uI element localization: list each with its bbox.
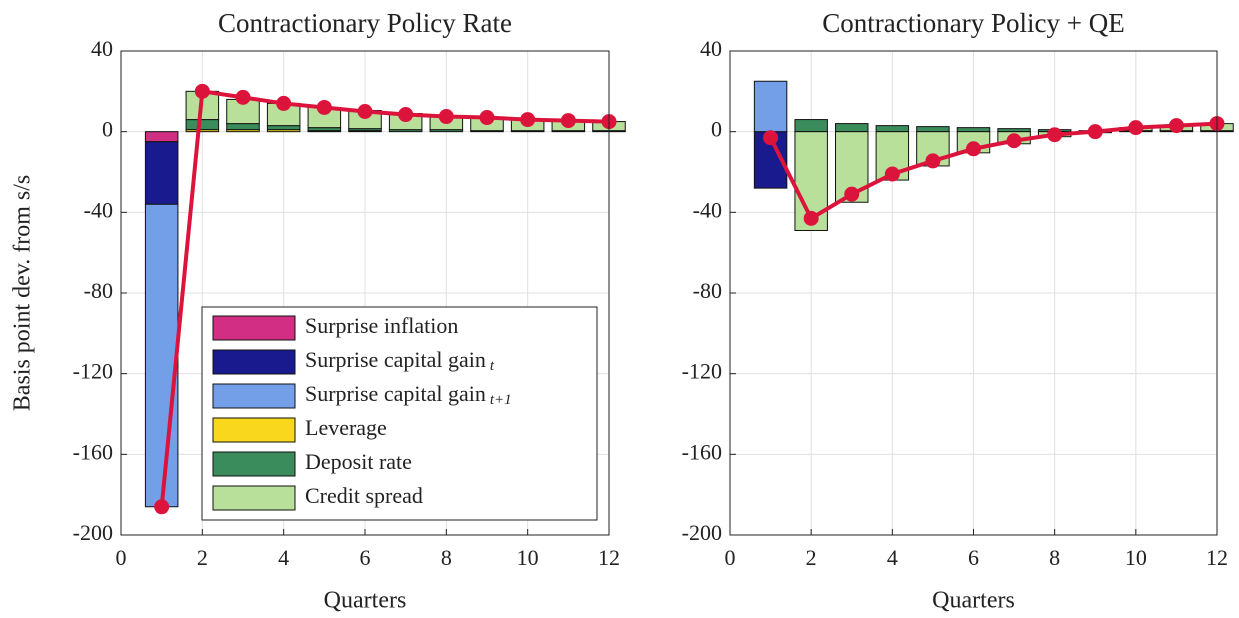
- x-tick-label: 4: [278, 545, 289, 570]
- y-tick-label: -80: [693, 278, 722, 303]
- total-marker: [235, 89, 251, 105]
- legend-label: Surprise capital gain t: [305, 347, 495, 374]
- y-tick-label: -200: [682, 520, 722, 545]
- bar-segment: [916, 126, 950, 133]
- y-tick-label: -160: [682, 439, 722, 464]
- total-marker: [560, 113, 576, 129]
- chart-title: Contractionary Policy Rate: [218, 8, 512, 38]
- legend-swatch: [212, 383, 296, 409]
- x-tick-label: 6: [360, 545, 371, 570]
- total-marker: [357, 104, 373, 119]
- x-tick-label: 4: [887, 545, 898, 570]
- y-tick-label: -40: [84, 197, 113, 222]
- y-tick-label: -40: [693, 197, 722, 222]
- y-tick-label: -160: [73, 439, 113, 464]
- y-tick-label: 40: [700, 36, 722, 61]
- y-tick-label: 0: [711, 117, 722, 142]
- x-tick-label: 8: [1049, 545, 1060, 570]
- legend-subscript: t: [490, 358, 495, 374]
- total-marker: [1006, 133, 1022, 149]
- total-marker: [763, 130, 779, 146]
- total-marker: [316, 99, 332, 115]
- y-tick-label: -120: [73, 359, 113, 384]
- x-tick-label: 2: [197, 545, 208, 570]
- total-marker: [438, 109, 454, 125]
- legend-box: [201, 306, 598, 521]
- legend-name: Deposit rate: [305, 449, 412, 474]
- legend-swatch: [212, 315, 296, 341]
- legend-label: Deposit rate: [305, 449, 412, 474]
- bar-segment: [144, 131, 179, 143]
- y-tick-label: 0: [102, 117, 113, 142]
- legend-swatch: [212, 417, 296, 443]
- legend-name: Surprise capital gain: [305, 381, 486, 406]
- bar-segment: [956, 127, 991, 133]
- bar-segment: [185, 119, 220, 131]
- bar-segment: [794, 119, 828, 133]
- bar-segment: [226, 123, 260, 131]
- y-tick-label: -200: [73, 520, 113, 545]
- legend-subscript: t+1: [490, 392, 512, 408]
- total-marker: [1168, 118, 1184, 134]
- total-marker: [925, 153, 941, 169]
- x-axis-label: Quarters: [324, 588, 407, 614]
- x-tick-label: 10: [1125, 545, 1147, 570]
- x-tick-label: 12: [598, 545, 620, 570]
- total-marker: [154, 499, 170, 515]
- plot-frame: [120, 50, 610, 536]
- bar-segment: [875, 125, 910, 133]
- total-marker: [1047, 127, 1063, 143]
- y-tick-label: 40: [91, 36, 113, 61]
- legend-swatch: [212, 485, 296, 511]
- legend-name: Credit spread: [305, 483, 423, 508]
- legend-label: Leverage: [305, 415, 387, 440]
- legend-label: Credit spread: [305, 483, 423, 508]
- x-tick-label: 8: [441, 545, 452, 570]
- total-marker: [803, 210, 819, 226]
- plot-frame: [729, 50, 1218, 536]
- bar-segment: [144, 203, 179, 508]
- x-tick-label: 6: [968, 545, 979, 570]
- y-tick-label: -120: [682, 359, 722, 384]
- total-marker: [966, 141, 981, 157]
- total-marker: [1128, 120, 1144, 136]
- legend-swatch: [212, 349, 296, 375]
- legend-swatch: [212, 451, 296, 477]
- legend-name: Surprise capital gain: [305, 347, 486, 372]
- total-marker: [1087, 124, 1103, 140]
- x-tick-label: 2: [806, 545, 817, 570]
- bar-segment: [144, 141, 179, 205]
- y-tick-label: -80: [84, 278, 113, 303]
- x-tick-label: 0: [116, 545, 127, 570]
- total-marker: [479, 110, 495, 126]
- total-marker: [276, 95, 292, 111]
- total-marker: [520, 112, 536, 128]
- legend-label: Surprise inflation: [305, 313, 458, 338]
- x-axis-label: Quarters: [932, 588, 1015, 614]
- total-marker: [194, 83, 210, 99]
- legend-name: Surprise inflation: [305, 313, 458, 338]
- bar-segment: [753, 80, 788, 133]
- legend-label: Surprise capital gain t+1: [305, 381, 512, 408]
- bar-segment: [835, 123, 869, 133]
- y-axis-label: Basis point dev. from s/s: [10, 175, 36, 411]
- total-marker: [844, 186, 860, 202]
- total-marker: [884, 166, 900, 182]
- bar-segment: [266, 125, 301, 131]
- x-tick-label: 0: [725, 545, 736, 570]
- chart-title: Contractionary Policy + QE: [822, 8, 1124, 38]
- total-marker: [398, 107, 414, 123]
- x-tick-label: 10: [517, 545, 539, 570]
- x-tick-label: 12: [1206, 545, 1228, 570]
- legend-name: Leverage: [305, 415, 387, 440]
